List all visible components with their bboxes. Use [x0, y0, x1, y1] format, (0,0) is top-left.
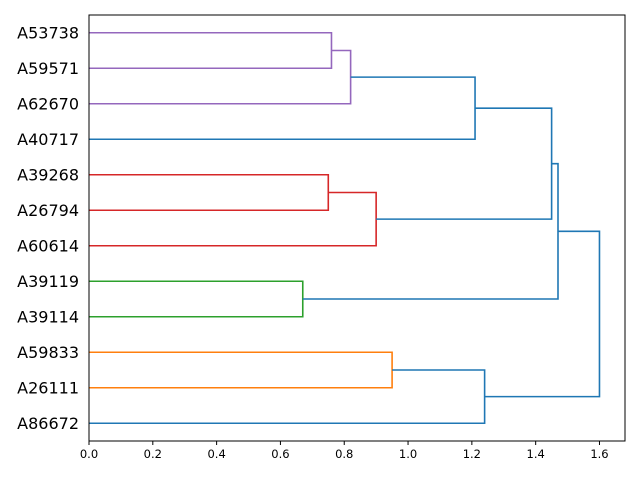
dendrogram-link-m9 [89, 351, 393, 389]
x-tick-label: 1.4 [527, 447, 545, 461]
dendrogram-links [89, 31, 601, 425]
dendrogram-link-m10 [89, 369, 486, 425]
x-tick-label: 1.6 [590, 447, 608, 461]
x-tick-label: 1.2 [463, 447, 481, 461]
leaf-label: A39114 [17, 307, 79, 326]
dendrogram-link-m11 [484, 230, 601, 398]
x-tick-label: 0.6 [271, 447, 289, 461]
x-axis-ticks: 0.0 0.2 0.4 0.6 0.8 1.0 1.2 1.4 1.6 [80, 441, 609, 461]
plot-frame [88, 14, 626, 442]
leaf-label: A40717 [17, 130, 79, 149]
leaf-label: A86672 [17, 414, 79, 433]
x-tick-label: 0.2 [144, 447, 162, 461]
leaf-label: A26794 [17, 201, 79, 220]
x-tick-label: 0.0 [80, 447, 98, 461]
leaf-label: A39119 [17, 272, 79, 291]
x-tick-label: 1.0 [399, 447, 417, 461]
leaf-label: A26111 [17, 378, 79, 397]
leaf-label: A53738 [17, 23, 79, 42]
leaf-labels: A53738 A59571 A62670 A40717 A39268 A26794 A606… [17, 23, 79, 433]
plot-area [89, 15, 625, 441]
dendrogram-link-m1 [89, 31, 333, 70]
leaf-label: A60614 [17, 236, 79, 255]
leaf-label: A59833 [17, 343, 79, 362]
x-tick-label: 0.4 [207, 447, 225, 461]
leaf-label: A39268 [17, 165, 79, 184]
x-tick-label: 0.8 [335, 447, 353, 461]
leaf-label: A59571 [17, 59, 79, 78]
leaf-label: A62670 [17, 94, 79, 113]
dendrogram-link-m2 [89, 49, 352, 105]
